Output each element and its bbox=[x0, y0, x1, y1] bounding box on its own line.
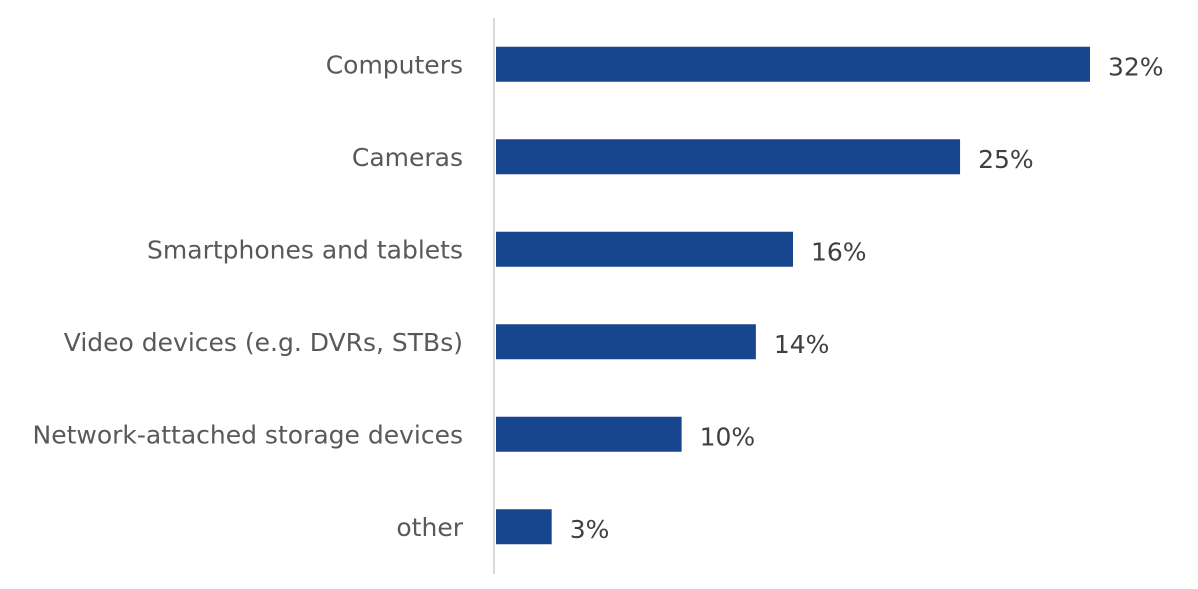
bar-5 bbox=[496, 509, 552, 545]
bar-1 bbox=[496, 139, 961, 175]
bar-0 bbox=[496, 46, 1090, 82]
data-label: 16% bbox=[811, 237, 867, 266]
category-label: Video devices (e.g. DVRs, STBs) bbox=[64, 328, 463, 357]
data-label: 25% bbox=[978, 145, 1034, 174]
data-label: 14% bbox=[774, 330, 830, 359]
data-label: 10% bbox=[700, 422, 756, 451]
category-label: Network-attached storage devices bbox=[33, 420, 464, 449]
bar-4 bbox=[496, 416, 682, 452]
data-label: 3% bbox=[570, 515, 610, 544]
bar-3 bbox=[496, 324, 756, 360]
data-label: 32% bbox=[1108, 52, 1164, 81]
category-label: other bbox=[396, 513, 463, 542]
category-label: Computers bbox=[326, 50, 463, 79]
category-label: Smartphones and tablets bbox=[147, 235, 463, 264]
category-label: Cameras bbox=[352, 143, 463, 172]
bar-2 bbox=[496, 231, 793, 267]
